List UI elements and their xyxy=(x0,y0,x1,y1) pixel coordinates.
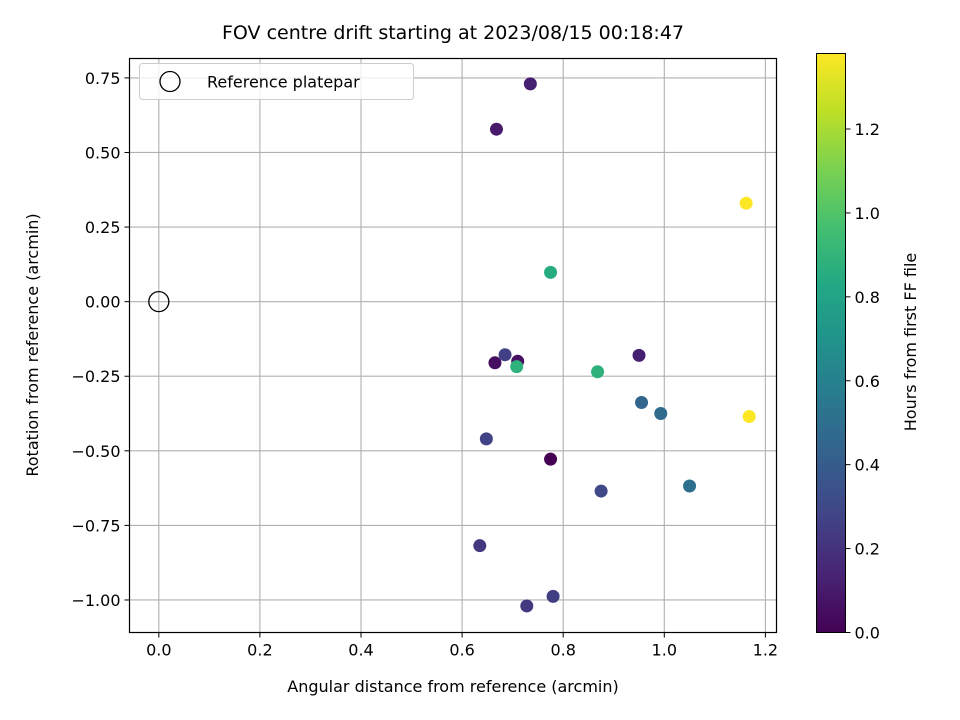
reference-point-marker xyxy=(148,290,170,313)
y-axis: 0.75 0.50 0.25 0.00 −0.25 −0.50 −0.75 −1.00 xyxy=(71,69,130,610)
data-point xyxy=(523,77,537,91)
x-tick-label: 0.4 xyxy=(348,641,373,660)
data-point xyxy=(739,196,753,210)
data-point xyxy=(479,432,493,446)
colorbar-ticks: 0.0 0.2 0.4 0.6 0.8 1.0 1.2 xyxy=(845,120,880,643)
x-axis: 0.0 0.2 0.4 0.6 0.8 1.0 1.2 xyxy=(146,632,778,660)
y-tick-label: 0.00 xyxy=(85,293,121,312)
x-tick-label: 0.0 xyxy=(146,641,171,660)
data-point xyxy=(742,410,756,424)
colorbar-tick-label: 1.2 xyxy=(855,120,880,139)
colorbar-tick-label: 0.8 xyxy=(855,288,880,307)
data-points xyxy=(148,77,756,613)
legend-label-reference-platepar: Reference platepar xyxy=(207,73,360,92)
colorbar-tick-label: 1.0 xyxy=(855,204,880,223)
x-tick-label: 1.0 xyxy=(652,641,677,660)
y-axis-label: Rotation from reference (arcmin) xyxy=(23,213,42,476)
legend: Reference platepar xyxy=(139,63,414,100)
data-point xyxy=(591,365,605,379)
data-point xyxy=(544,452,558,466)
data-point xyxy=(498,348,512,362)
colorbar-tick-label: 0.2 xyxy=(855,540,880,559)
colorbar-gradient xyxy=(816,53,846,633)
plot-area-frame xyxy=(128,57,778,634)
data-point xyxy=(635,395,649,409)
chart-title: FOV centre drift starting at 2023/08/15 … xyxy=(222,22,684,44)
colorbar-tick-label: 0.4 xyxy=(855,456,880,475)
y-tick-label: −0.50 xyxy=(71,442,120,461)
y-tick-label: 0.25 xyxy=(85,218,121,237)
x-tick-label: 0.6 xyxy=(449,641,474,660)
x-tick-label: 0.2 xyxy=(247,641,272,660)
data-point xyxy=(594,484,608,498)
colorbar-tick-label: 0.0 xyxy=(855,624,880,643)
legend-box xyxy=(139,63,414,100)
y-tick-label: 0.75 xyxy=(85,69,121,88)
x-tick-label: 0.8 xyxy=(550,641,575,660)
data-point xyxy=(546,589,560,603)
data-point xyxy=(473,539,487,553)
y-tick-label: −0.75 xyxy=(71,516,120,535)
x-axis-label: Angular distance from reference (arcmin) xyxy=(287,677,618,696)
data-point xyxy=(544,265,558,279)
data-point xyxy=(489,122,503,136)
data-point xyxy=(520,599,534,613)
data-point xyxy=(654,407,668,421)
y-tick-label: −1.00 xyxy=(71,591,120,610)
colorbar: 0.0 0.2 0.4 0.6 0.8 1.0 1.2 Hours from first F… xyxy=(816,53,920,643)
colorbar-label: Hours from first FF file xyxy=(901,253,920,432)
data-point xyxy=(488,356,502,370)
data-point xyxy=(510,360,524,374)
y-tick-label: 0.50 xyxy=(85,143,121,162)
data-point xyxy=(632,348,646,362)
data-point xyxy=(683,479,697,493)
colorbar-tick-label: 0.6 xyxy=(855,372,880,391)
y-tick-label: −0.25 xyxy=(71,367,120,386)
legend-marker-reference-platepar xyxy=(159,70,181,93)
grid-lines xyxy=(129,58,777,633)
x-tick-label: 1.2 xyxy=(753,641,778,660)
